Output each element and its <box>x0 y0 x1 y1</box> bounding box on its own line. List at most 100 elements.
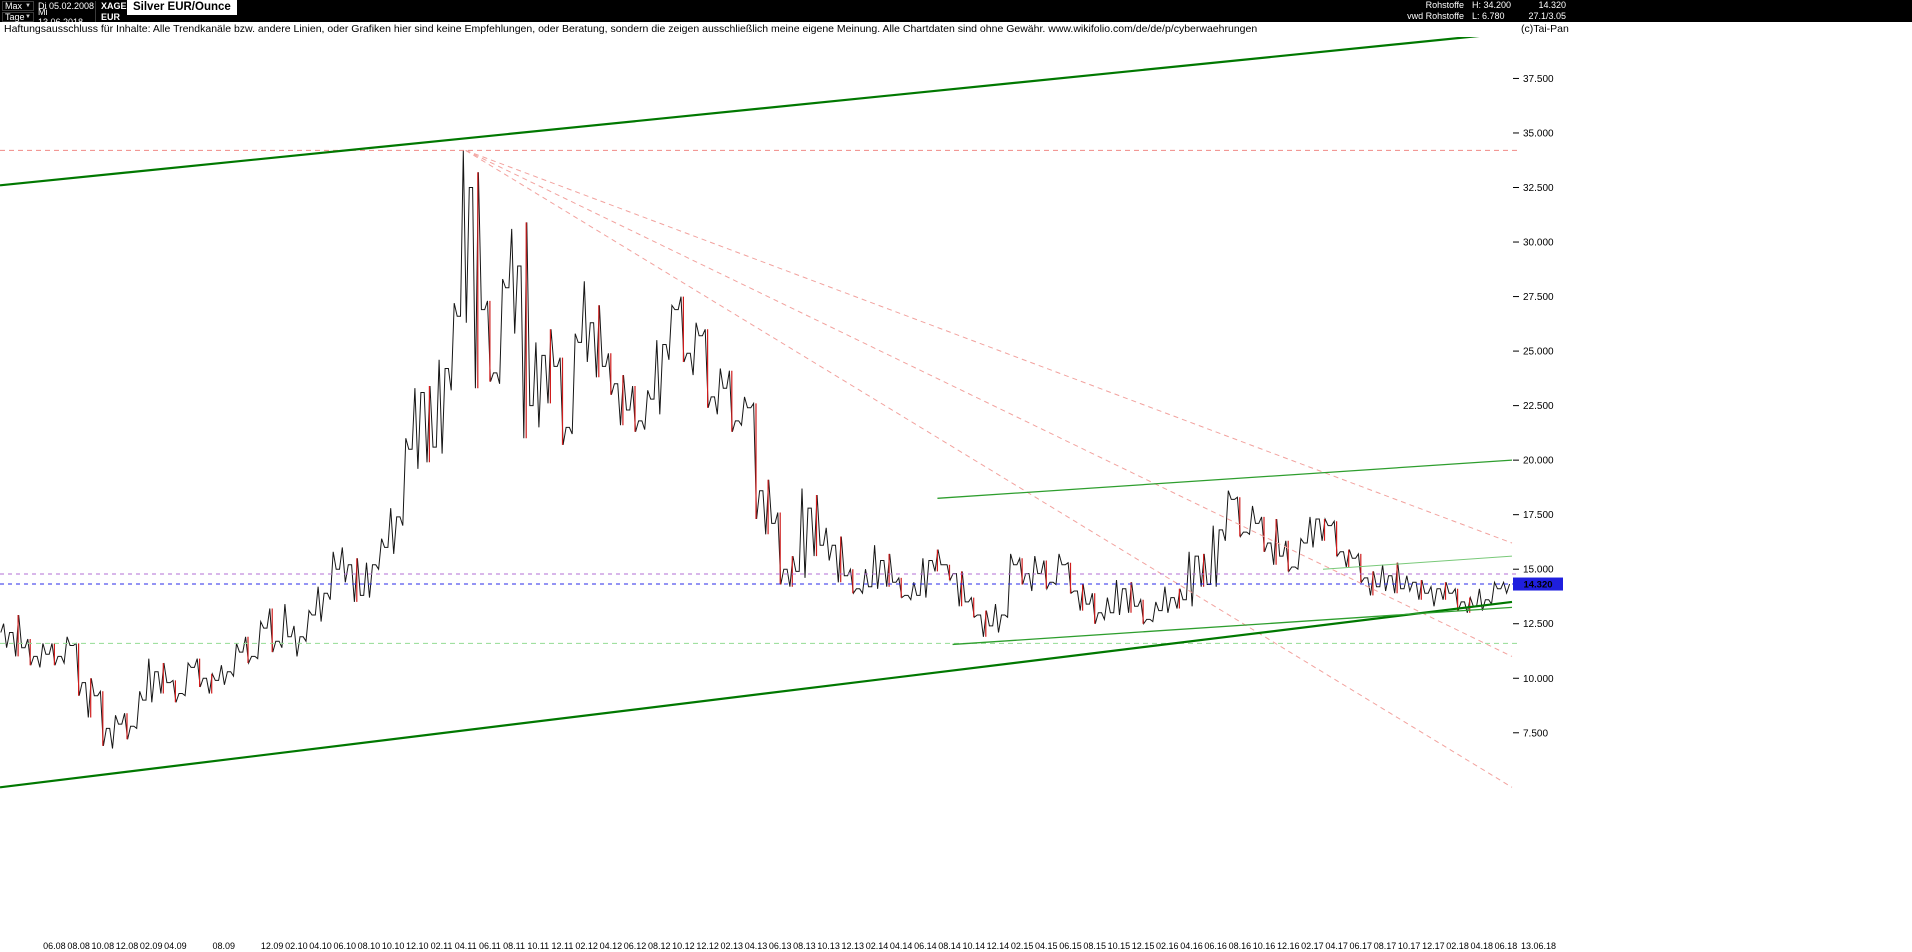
y-axis-label: 35.000 <box>1523 128 1554 139</box>
x-axis-label: 04.11 <box>455 941 477 951</box>
x-axis-label: 06.11 <box>479 941 501 951</box>
support-recent-line <box>952 606 1513 646</box>
price-series-down-days <box>17 172 1471 746</box>
x-axis-label: 02.09 <box>140 941 163 951</box>
x-axis-end-date: 13.06.18 <box>1521 941 1556 951</box>
category-label: Rohstoffe <box>1425 0 1464 10</box>
x-axis-label: 04.18 <box>1470 941 1493 951</box>
current-price-info: 14.320 27.1/3.05 <box>1518 0 1566 22</box>
period-dropdown[interactable]: Tage ▼ <box>2 11 34 22</box>
symbol-label: XAGEUR <box>101 0 140 11</box>
x-axis-label: 12.17 <box>1422 941 1445 951</box>
copyright-label: (c)Tai-Pan <box>1521 23 1569 35</box>
x-axis-label: 08.08 <box>67 941 90 951</box>
x-axis-label: 04.13 <box>745 941 768 951</box>
x-axis-label: 12.10 <box>406 941 429 951</box>
price-chart-canvas[interactable]: 37.500 35.000 32.500 30.000 27.500 25.000 22.5… <box>0 37 1566 952</box>
date-to-field[interactable]: Mi 13.06.2018 <box>34 6 96 27</box>
x-axis-label: 06.08 <box>43 941 66 951</box>
last-price-box <box>1513 577 1563 591</box>
x-axis-label: 02.14 <box>866 941 889 951</box>
y-axis-label: 25.000 <box>1523 347 1554 358</box>
x-axis-label: 12.15 <box>1132 941 1155 951</box>
x-axis-label: 04.09 <box>164 941 187 951</box>
x-axis-label: 08.17 <box>1374 941 1397 951</box>
x-axis-label: 12.08 <box>116 941 139 951</box>
x-axis-label: 12.16 <box>1277 941 1300 951</box>
y-axis-label: 27.500 <box>1523 292 1554 303</box>
x-axis-label: 06.18 <box>1495 941 1518 951</box>
y-axis-label: 32.500 <box>1523 183 1554 194</box>
x-axis-label: 12.14 <box>987 941 1010 951</box>
x-axis-label: 04.15 <box>1035 941 1058 951</box>
x-axis-label: 02.12 <box>575 941 598 951</box>
x-axis-label: 10.08 <box>92 941 115 951</box>
fan-line-2 <box>465 149 1513 657</box>
x-axis-label: 02.16 <box>1156 941 1179 951</box>
x-axis-label: 02.18 <box>1446 941 1469 951</box>
disclaimer-bar: Haftungsausschluss für Inhalte: Alle Tre… <box>0 22 1912 37</box>
y-axis-label: 17.500 <box>1523 510 1554 521</box>
x-axis-label: 06.17 <box>1350 941 1373 951</box>
x-axis-label: 08.13 <box>793 941 816 951</box>
chevron-down-icon: ▼ <box>25 13 31 20</box>
fan-line-1 <box>465 149 1513 544</box>
y-axis-label: 20.000 <box>1523 456 1554 467</box>
x-axis-label: 02.10 <box>285 941 308 951</box>
instrument-title: Silver EUR/Ounce <box>127 0 237 15</box>
x-axis-label: 02.15 <box>1011 941 1034 951</box>
feed-label: vwd Rohstoffe <box>1407 11 1464 21</box>
x-axis-label: 12.13 <box>842 941 865 951</box>
current-price-value: 14.320 <box>1538 0 1566 10</box>
range-dropdown[interactable]: Max ▼ <box>2 0 34 11</box>
y-axis-label: 12.500 <box>1523 619 1554 630</box>
chevron-down-icon: ▼ <box>25 2 31 9</box>
x-axis-label: 08.14 <box>938 941 961 951</box>
x-axis-label: 06.14 <box>914 941 937 951</box>
x-axis-label: 10.11 <box>527 941 549 951</box>
minor-recent-line <box>1322 555 1513 570</box>
x-axis-label: 08.09 <box>213 941 236 951</box>
last-price-label: 14.320 <box>1523 580 1552 591</box>
fan-line-3 <box>465 149 1513 788</box>
x-axis-label: 04.10 <box>309 941 332 951</box>
resistance-2016-line <box>937 459 1513 499</box>
x-axis-label: 10.10 <box>382 941 405 951</box>
x-axis-label: 10.14 <box>962 941 985 951</box>
upper-channel-line <box>0 37 1480 187</box>
y-axis-label: 22.500 <box>1523 401 1554 412</box>
y-axis-label: 30.000 <box>1523 238 1554 249</box>
x-axis-label: 02.11 <box>431 941 453 951</box>
x-axis-label: 04.14 <box>890 941 913 951</box>
price-series <box>0 150 1511 749</box>
x-axis-label: 08.16 <box>1229 941 1252 951</box>
x-axis-label: 06.12 <box>624 941 647 951</box>
x-axis-label: 08.12 <box>648 941 671 951</box>
x-axis-label: 10.17 <box>1398 941 1421 951</box>
range-dropdown-label: Max <box>5 0 23 11</box>
x-axis-label: 12.12 <box>696 941 719 951</box>
x-axis-label: 12.11 <box>552 941 574 951</box>
x-axis-label: 06.13 <box>769 941 792 951</box>
x-axis-label: 02.17 <box>1301 941 1324 951</box>
x-axis-label: 08.10 <box>358 941 381 951</box>
all-time-low-label: L: 6.780 <box>1472 11 1505 21</box>
lower-channel-line <box>0 600 1513 789</box>
disclaimer-text: Haftungsausschluss für Inhalte: Alle Tre… <box>4 23 1258 35</box>
x-axis-label: 10.12 <box>672 941 695 951</box>
x-axis-label: 04.16 <box>1180 941 1203 951</box>
x-axis-label: 04.12 <box>600 941 623 951</box>
y-axis-label: 15.000 <box>1523 565 1554 576</box>
y-axis-label: 37.500 <box>1523 74 1554 85</box>
y-axis-label: 10.000 <box>1523 674 1554 685</box>
x-axis-label: 06.10 <box>333 941 356 951</box>
x-axis-label: 08.11 <box>503 941 525 951</box>
y-axis-label: 7.500 <box>1523 728 1548 739</box>
all-time-high-label: H: 34.200 <box>1472 0 1512 10</box>
date-from-field[interactable]: Di 05.02.2008 <box>34 0 96 11</box>
x-axis-label: 04.17 <box>1325 941 1348 951</box>
current-price-sub: 27.1/3.05 <box>1528 11 1566 21</box>
period-dropdown-label: Tage <box>5 11 25 22</box>
range-period-controls: Max ▼ Di 05.02.2008 XAGEUR Tage ▼ Mi 13.… <box>2 0 140 27</box>
currency-label: EUR <box>101 11 121 22</box>
